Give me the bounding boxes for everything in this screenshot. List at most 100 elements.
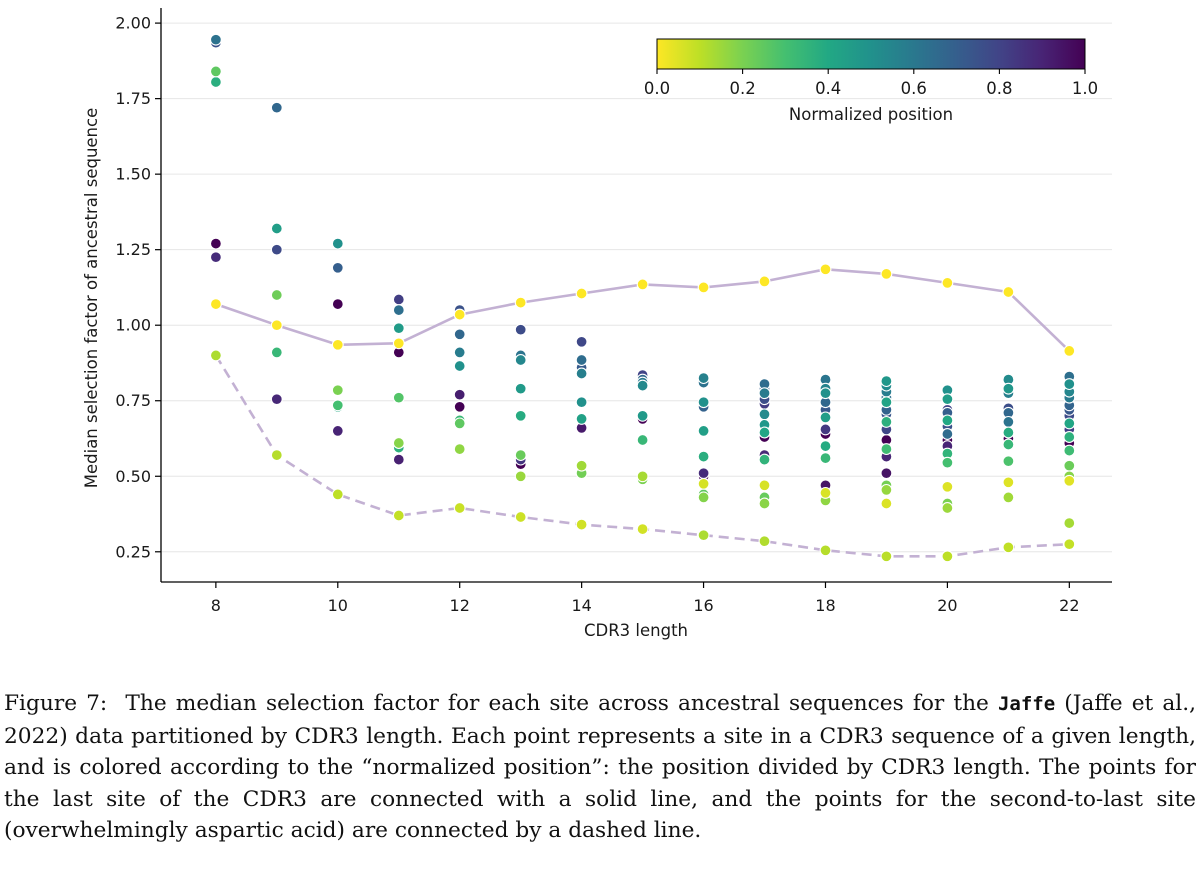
data-point [758,387,771,400]
data-point [209,65,222,78]
data-point [880,483,893,496]
data-point [453,502,466,514]
data-point [209,76,222,88]
data-point [514,449,527,462]
data-point [453,388,466,401]
data-point [819,387,832,400]
data-point [697,467,710,480]
colorbar-label: Normalized position [789,105,953,124]
caption-figure-label: Figure 7: [4,691,108,716]
data-point [209,251,222,264]
data-point [514,296,527,309]
scatter-chart: 8 10 12 14 16 18 20 22 0.25 0.50 0.75 1.00 1.25 1.50… [82,8,1112,640]
data-point [941,414,954,427]
data-point [514,382,527,395]
data-point [209,349,222,362]
data-point [697,424,710,437]
data-point [392,509,405,522]
data-point [575,287,588,300]
data-point [209,237,222,250]
data-point [697,281,710,294]
data-point [636,523,649,536]
data-point [514,354,527,366]
colorbar-tick-label: 0.2 [729,79,755,98]
data-point [392,304,405,317]
data-point [697,491,710,504]
data-point [758,497,771,510]
data-point [575,518,588,531]
data-point [880,375,893,388]
data-point [1002,286,1015,298]
data-point [453,400,466,413]
data-point [1063,538,1076,551]
data-point [1063,417,1076,430]
data-point [880,415,893,428]
data-point [514,511,527,523]
data-point [331,384,344,397]
data-point [1063,431,1076,443]
data-point [575,412,588,425]
data-point [270,289,283,301]
data-point [819,486,832,499]
data-point [209,298,222,311]
data-point [941,502,954,514]
data-point [575,396,588,409]
data-point [1063,378,1076,391]
data-point [575,459,588,472]
data-point [331,399,344,412]
axes [160,8,1112,583]
data-point [270,243,283,256]
y-tick-label: 1.25 [115,240,151,259]
data-point [819,440,832,453]
data-point [209,33,222,46]
data-point [514,323,527,336]
data-point [575,367,588,380]
y-tick-label: 0.25 [115,542,151,561]
data-point [1063,444,1076,457]
data-point [270,222,283,235]
data-point [697,396,710,409]
data-point [453,328,466,341]
y-tick-label: 0.75 [115,391,151,410]
data-point [636,409,649,422]
data-point [331,424,344,437]
data-point [1063,344,1076,357]
data-point [880,396,893,409]
x-tick-label: 20 [937,596,957,615]
x-tick-label: 16 [693,596,713,615]
colorbar-tick-label: 0.8 [986,79,1012,98]
data-point [880,550,893,563]
x-tick-label: 14 [571,596,591,615]
data-point [453,360,466,372]
data-point [819,544,832,557]
x-tick-label: 12 [450,596,470,615]
data-point [270,346,283,359]
colorbar: 0.0 0.2 0.4 0.6 0.8 1.0 Normalized position [644,38,1098,124]
data-point [453,443,466,456]
colorbar-gradient [656,38,1086,70]
data-point [758,535,771,548]
x-tick-label: 10 [328,596,348,615]
x-ticks: 8 10 12 14 16 18 20 22 [211,582,1080,615]
data-point [1002,438,1015,451]
data-point [941,550,954,563]
data-point [758,408,771,421]
data-point [1063,517,1076,530]
data-point [941,393,954,406]
data-point [1002,382,1015,395]
data-point [392,437,405,449]
data-point [636,434,649,446]
data-point [758,426,771,439]
y-tick-label: 2.00 [115,14,151,33]
data-point [880,467,893,480]
data-point [697,477,710,490]
figure-caption: Figure 7: The median selection factor fo… [4,688,1196,847]
data-point [880,443,893,456]
x-tick-label: 8 [211,596,221,615]
data-point [331,298,344,311]
data-points [209,33,1076,563]
data-point [636,278,649,291]
data-point [331,237,344,250]
data-point [514,409,527,422]
x-tick-label: 22 [1059,596,1079,615]
